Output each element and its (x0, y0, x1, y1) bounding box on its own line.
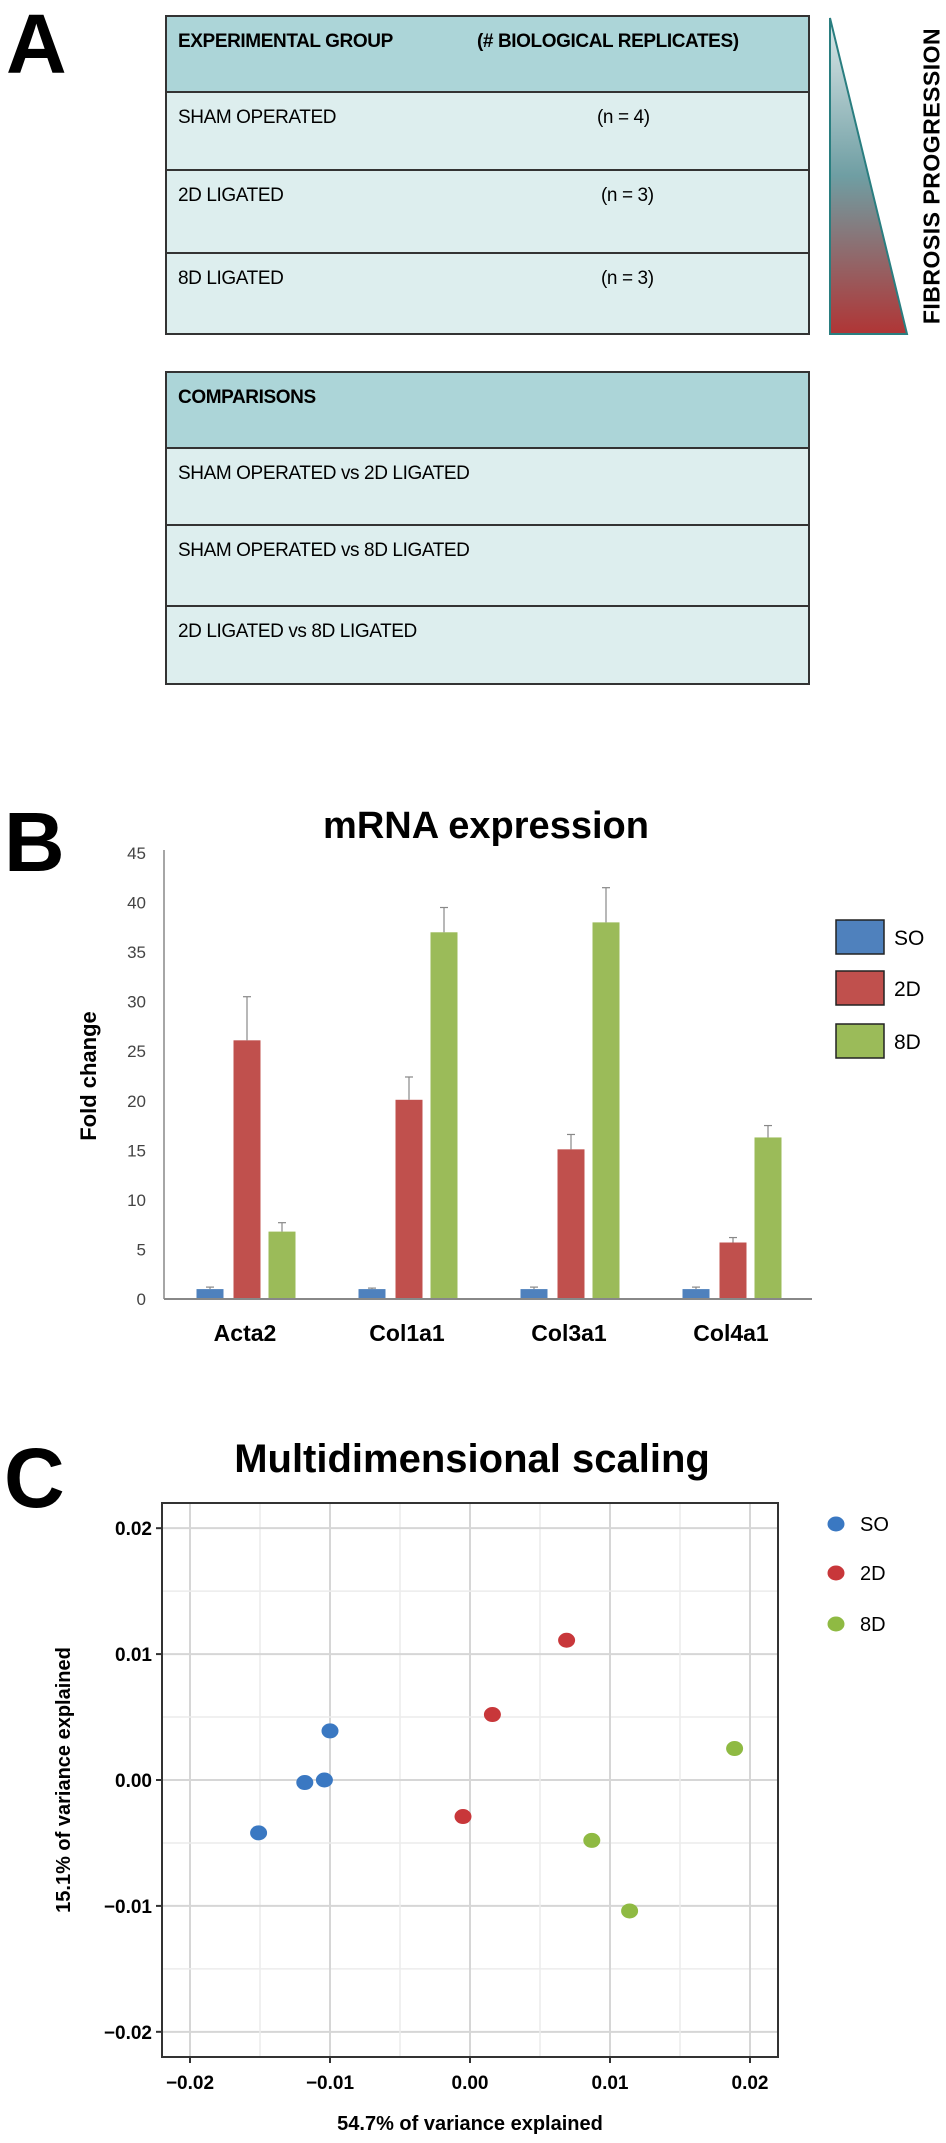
point-8D (621, 1903, 639, 1919)
replicate-count: (n = 3) (601, 185, 654, 206)
point-8D (583, 1832, 601, 1848)
chart-title: mRNA expression (323, 805, 649, 847)
bar-2D-Acta2 (233, 1040, 261, 1299)
point-SO (321, 1723, 339, 1739)
legend-label: SO (894, 927, 924, 950)
legend-swatch-2D (835, 970, 885, 1006)
point-8D (726, 1741, 744, 1757)
experimental-groups-table: EXPERIMENTAL GROUP (# BIOLOGICAL REPLICA… (165, 15, 810, 335)
comparison: 2D LIGATED vs 8D LIGATED (178, 621, 417, 642)
point-2D (558, 1632, 576, 1648)
y-axis-label: 15.1% of variance explained (53, 1647, 75, 1913)
y-tick-label: 20 (127, 1092, 146, 1111)
group-name: 2D LIGATED (178, 185, 284, 206)
y-tick-label: 5 (137, 1240, 146, 1259)
comparison: SHAM OPERATED vs 8D LIGATED (178, 540, 470, 561)
bar-SO-Col3a1 (520, 1289, 548, 1299)
legend-label: SO (860, 1514, 889, 1536)
bar-8D-Col1a1 (430, 932, 458, 1299)
fibrosis-progression-label: FIBROSIS PROGRESSION (918, 27, 945, 325)
panel-label-a: A (6, 0, 67, 91)
table-row: SHAM OPERATED vs 2D LIGATED (167, 447, 808, 524)
legend-marker-SO (827, 1516, 845, 1532)
x-tick-label: 0.00 (452, 2073, 489, 2094)
point-SO (296, 1775, 314, 1791)
header-comparisons: COMPARISONS (178, 387, 316, 408)
y-tick-label: 45 (127, 844, 146, 863)
bar-2D-Col3a1 (557, 1149, 585, 1299)
panel-label-c: C (4, 1431, 65, 1525)
header-replicates: (# BIOLOGICAL REPLICATES) (477, 31, 739, 52)
y-tick-label: 30 (127, 993, 146, 1012)
panel-label-b: B (4, 795, 65, 889)
y-tick-label: 0.00 (115, 1771, 152, 1792)
x-tick-label: −0.02 (166, 2073, 214, 2094)
y-axis-label: Fold change (76, 1011, 101, 1141)
y-tick-label: 0.02 (115, 1519, 152, 1540)
x-tick-label: −0.01 (306, 2073, 355, 2094)
y-tick-label: 10 (127, 1191, 146, 1210)
y-tick-label: 35 (127, 943, 146, 962)
y-tick-label: 25 (127, 1042, 146, 1061)
legend-label: 2D (860, 1563, 886, 1585)
point-SO (315, 1772, 333, 1788)
legend-marker-8D (827, 1616, 845, 1632)
x-axis-label: 54.7% of variance explained (337, 2113, 603, 2135)
category-label: Col1a1 (369, 1320, 445, 1346)
legend-marker-2D (827, 1565, 845, 1581)
table-row: SHAM OPERATED (n = 4) (167, 91, 808, 169)
chart-title: Multidimensional scaling (234, 1437, 710, 1481)
y-tick-label: −0.02 (104, 2023, 152, 2044)
y-tick-label: 0.01 (115, 1645, 152, 1666)
y-tick-label: −0.01 (104, 1897, 153, 1918)
x-tick-label: 0.01 (592, 2073, 629, 2094)
legend-swatch-8D (835, 1023, 885, 1059)
group-name: SHAM OPERATED (178, 107, 337, 128)
bar-SO-Acta2 (196, 1289, 224, 1299)
bar-8D-Col3a1 (592, 922, 620, 1299)
header-group: EXPERIMENTAL GROUP (178, 31, 393, 52)
comparison: SHAM OPERATED vs 2D LIGATED (178, 463, 470, 484)
table-row: 2D LIGATED (n = 3) (167, 169, 808, 252)
bar-SO-Col1a1 (358, 1289, 386, 1299)
bar-8D-Col4a1 (754, 1137, 782, 1299)
category-label: Col3a1 (531, 1320, 607, 1346)
bar-8D-Acta2 (268, 1231, 296, 1299)
table-row: 2D LIGATED vs 8D LIGATED (167, 605, 808, 683)
legend-label: 8D (894, 1031, 921, 1054)
mrna-expression-bar-chart: mRNA expression Fold change 0 5 10 15 20 25 30 35… (76, 805, 924, 1346)
fibrosis-gradient-triangle (829, 17, 909, 335)
comparisons-table: COMPARISONS SHAM OPERATED vs 2D LIGATED … (165, 371, 810, 685)
replicate-count: (n = 3) (601, 268, 654, 289)
replicate-count: (n = 4) (597, 107, 650, 128)
category-label: Col4a1 (693, 1320, 769, 1346)
table-header-row: COMPARISONS (167, 373, 808, 447)
table-row: SHAM OPERATED vs 8D LIGATED (167, 524, 808, 605)
table-row: 8D LIGATED (n = 3) (167, 252, 808, 333)
legend-swatch-SO (835, 919, 885, 955)
group-name: 8D LIGATED (178, 268, 284, 289)
y-tick-label: 15 (127, 1141, 146, 1160)
legend-label: 2D (894, 978, 921, 1001)
x-tick-label: 0.02 (732, 2073, 769, 2094)
point-SO (250, 1825, 268, 1841)
bar-2D-Col1a1 (395, 1099, 423, 1299)
category-label: Acta2 (214, 1320, 277, 1346)
bar-2D-Col4a1 (719, 1242, 747, 1299)
point-2D (454, 1809, 472, 1825)
table-header-row: EXPERIMENTAL GROUP (# BIOLOGICAL REPLICA… (167, 17, 808, 91)
mds-scatter-plot: Multidimensional scaling −0.02 −0.01 0.00 0.… (53, 1437, 889, 2135)
legend-label: 8D (860, 1614, 886, 1636)
bar-SO-Col4a1 (682, 1289, 710, 1299)
y-tick-label: 40 (127, 894, 146, 913)
point-2D (483, 1707, 501, 1723)
y-tick-label: 0 (137, 1290, 146, 1309)
